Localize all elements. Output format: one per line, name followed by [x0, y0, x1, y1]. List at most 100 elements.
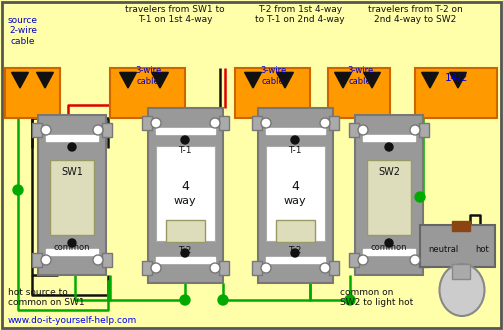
Bar: [148, 108, 223, 283]
Polygon shape: [277, 72, 293, 88]
Bar: [419, 253, 429, 267]
Bar: [258, 108, 333, 283]
Circle shape: [41, 125, 51, 135]
Bar: [5, 68, 60, 118]
Bar: [266, 146, 325, 241]
Circle shape: [291, 136, 299, 144]
Text: 14/2: 14/2: [445, 73, 469, 83]
Text: 3-wire
cable: 3-wire cable: [260, 66, 286, 86]
Circle shape: [385, 143, 393, 151]
Bar: [219, 261, 229, 275]
Bar: [252, 116, 262, 130]
Circle shape: [410, 125, 420, 135]
Bar: [419, 123, 429, 137]
Circle shape: [210, 118, 220, 128]
Circle shape: [68, 239, 76, 247]
Circle shape: [181, 136, 189, 144]
Bar: [50, 160, 94, 235]
Text: hot: hot: [475, 245, 489, 253]
Bar: [156, 146, 215, 241]
Polygon shape: [151, 72, 169, 88]
Bar: [156, 257, 215, 263]
Text: SW1: SW1: [61, 167, 83, 177]
Text: common: common: [371, 243, 407, 252]
Bar: [102, 253, 112, 267]
Text: 4: 4: [291, 180, 299, 193]
Circle shape: [151, 263, 161, 273]
Bar: [329, 261, 339, 275]
Bar: [32, 253, 42, 267]
Bar: [452, 221, 470, 231]
Text: 4: 4: [181, 180, 189, 193]
Bar: [266, 257, 325, 263]
Bar: [329, 116, 339, 130]
Bar: [349, 123, 359, 137]
Bar: [102, 123, 112, 137]
Bar: [349, 253, 359, 267]
Text: T-1: T-1: [288, 146, 302, 155]
Polygon shape: [334, 72, 352, 88]
Bar: [219, 116, 229, 130]
Circle shape: [151, 118, 161, 128]
Polygon shape: [12, 72, 28, 88]
Text: hot source to
common on SW1: hot source to common on SW1: [8, 288, 85, 308]
Text: T-2 from 1st 4-way
to T-1 on 2nd 4-way: T-2 from 1st 4-way to T-1 on 2nd 4-way: [255, 5, 345, 24]
Polygon shape: [450, 72, 466, 88]
Ellipse shape: [440, 264, 484, 316]
Circle shape: [41, 255, 51, 265]
Bar: [420, 225, 495, 267]
Circle shape: [68, 143, 76, 151]
Bar: [166, 220, 205, 242]
Circle shape: [320, 118, 330, 128]
Circle shape: [93, 255, 103, 265]
Bar: [328, 68, 390, 118]
Text: way: way: [284, 196, 306, 206]
Polygon shape: [422, 72, 439, 88]
Bar: [363, 135, 415, 141]
Text: common: common: [54, 243, 90, 252]
Text: T-1: T-1: [178, 146, 192, 155]
Bar: [355, 115, 423, 275]
Polygon shape: [364, 72, 380, 88]
Polygon shape: [244, 72, 262, 88]
Circle shape: [320, 263, 330, 273]
Circle shape: [210, 263, 220, 273]
Circle shape: [358, 125, 368, 135]
Bar: [46, 135, 98, 141]
Text: neutral: neutral: [428, 245, 458, 253]
Circle shape: [180, 295, 190, 305]
Bar: [276, 220, 315, 242]
Bar: [452, 264, 470, 279]
Circle shape: [218, 295, 228, 305]
Text: T-2: T-2: [288, 246, 302, 255]
Circle shape: [415, 192, 425, 202]
Circle shape: [261, 118, 271, 128]
Text: way: way: [174, 196, 196, 206]
Text: 3-wire
cable: 3-wire cable: [135, 66, 161, 86]
Bar: [367, 160, 411, 235]
Circle shape: [261, 263, 271, 273]
Bar: [38, 115, 106, 275]
Polygon shape: [120, 72, 136, 88]
Text: travelers from SW1 to
T-1 on 1st 4-way: travelers from SW1 to T-1 on 1st 4-way: [125, 5, 225, 24]
Circle shape: [345, 295, 355, 305]
Bar: [46, 249, 98, 255]
Circle shape: [410, 255, 420, 265]
Bar: [415, 68, 497, 118]
Circle shape: [181, 249, 189, 257]
Text: common on
SW2 to light hot: common on SW2 to light hot: [340, 288, 413, 308]
Text: source
2-wire
cable: source 2-wire cable: [8, 16, 38, 46]
Bar: [142, 116, 152, 130]
Circle shape: [385, 239, 393, 247]
Bar: [110, 68, 185, 118]
Bar: [235, 68, 310, 118]
Text: travelers from T-2 on
2nd 4-way to SW2: travelers from T-2 on 2nd 4-way to SW2: [368, 5, 462, 24]
Bar: [142, 261, 152, 275]
Text: 3-wire
cable: 3-wire cable: [347, 66, 373, 86]
Circle shape: [93, 125, 103, 135]
Bar: [252, 261, 262, 275]
Text: T-2: T-2: [178, 246, 192, 255]
Bar: [266, 128, 325, 134]
Circle shape: [358, 255, 368, 265]
Circle shape: [13, 185, 23, 195]
